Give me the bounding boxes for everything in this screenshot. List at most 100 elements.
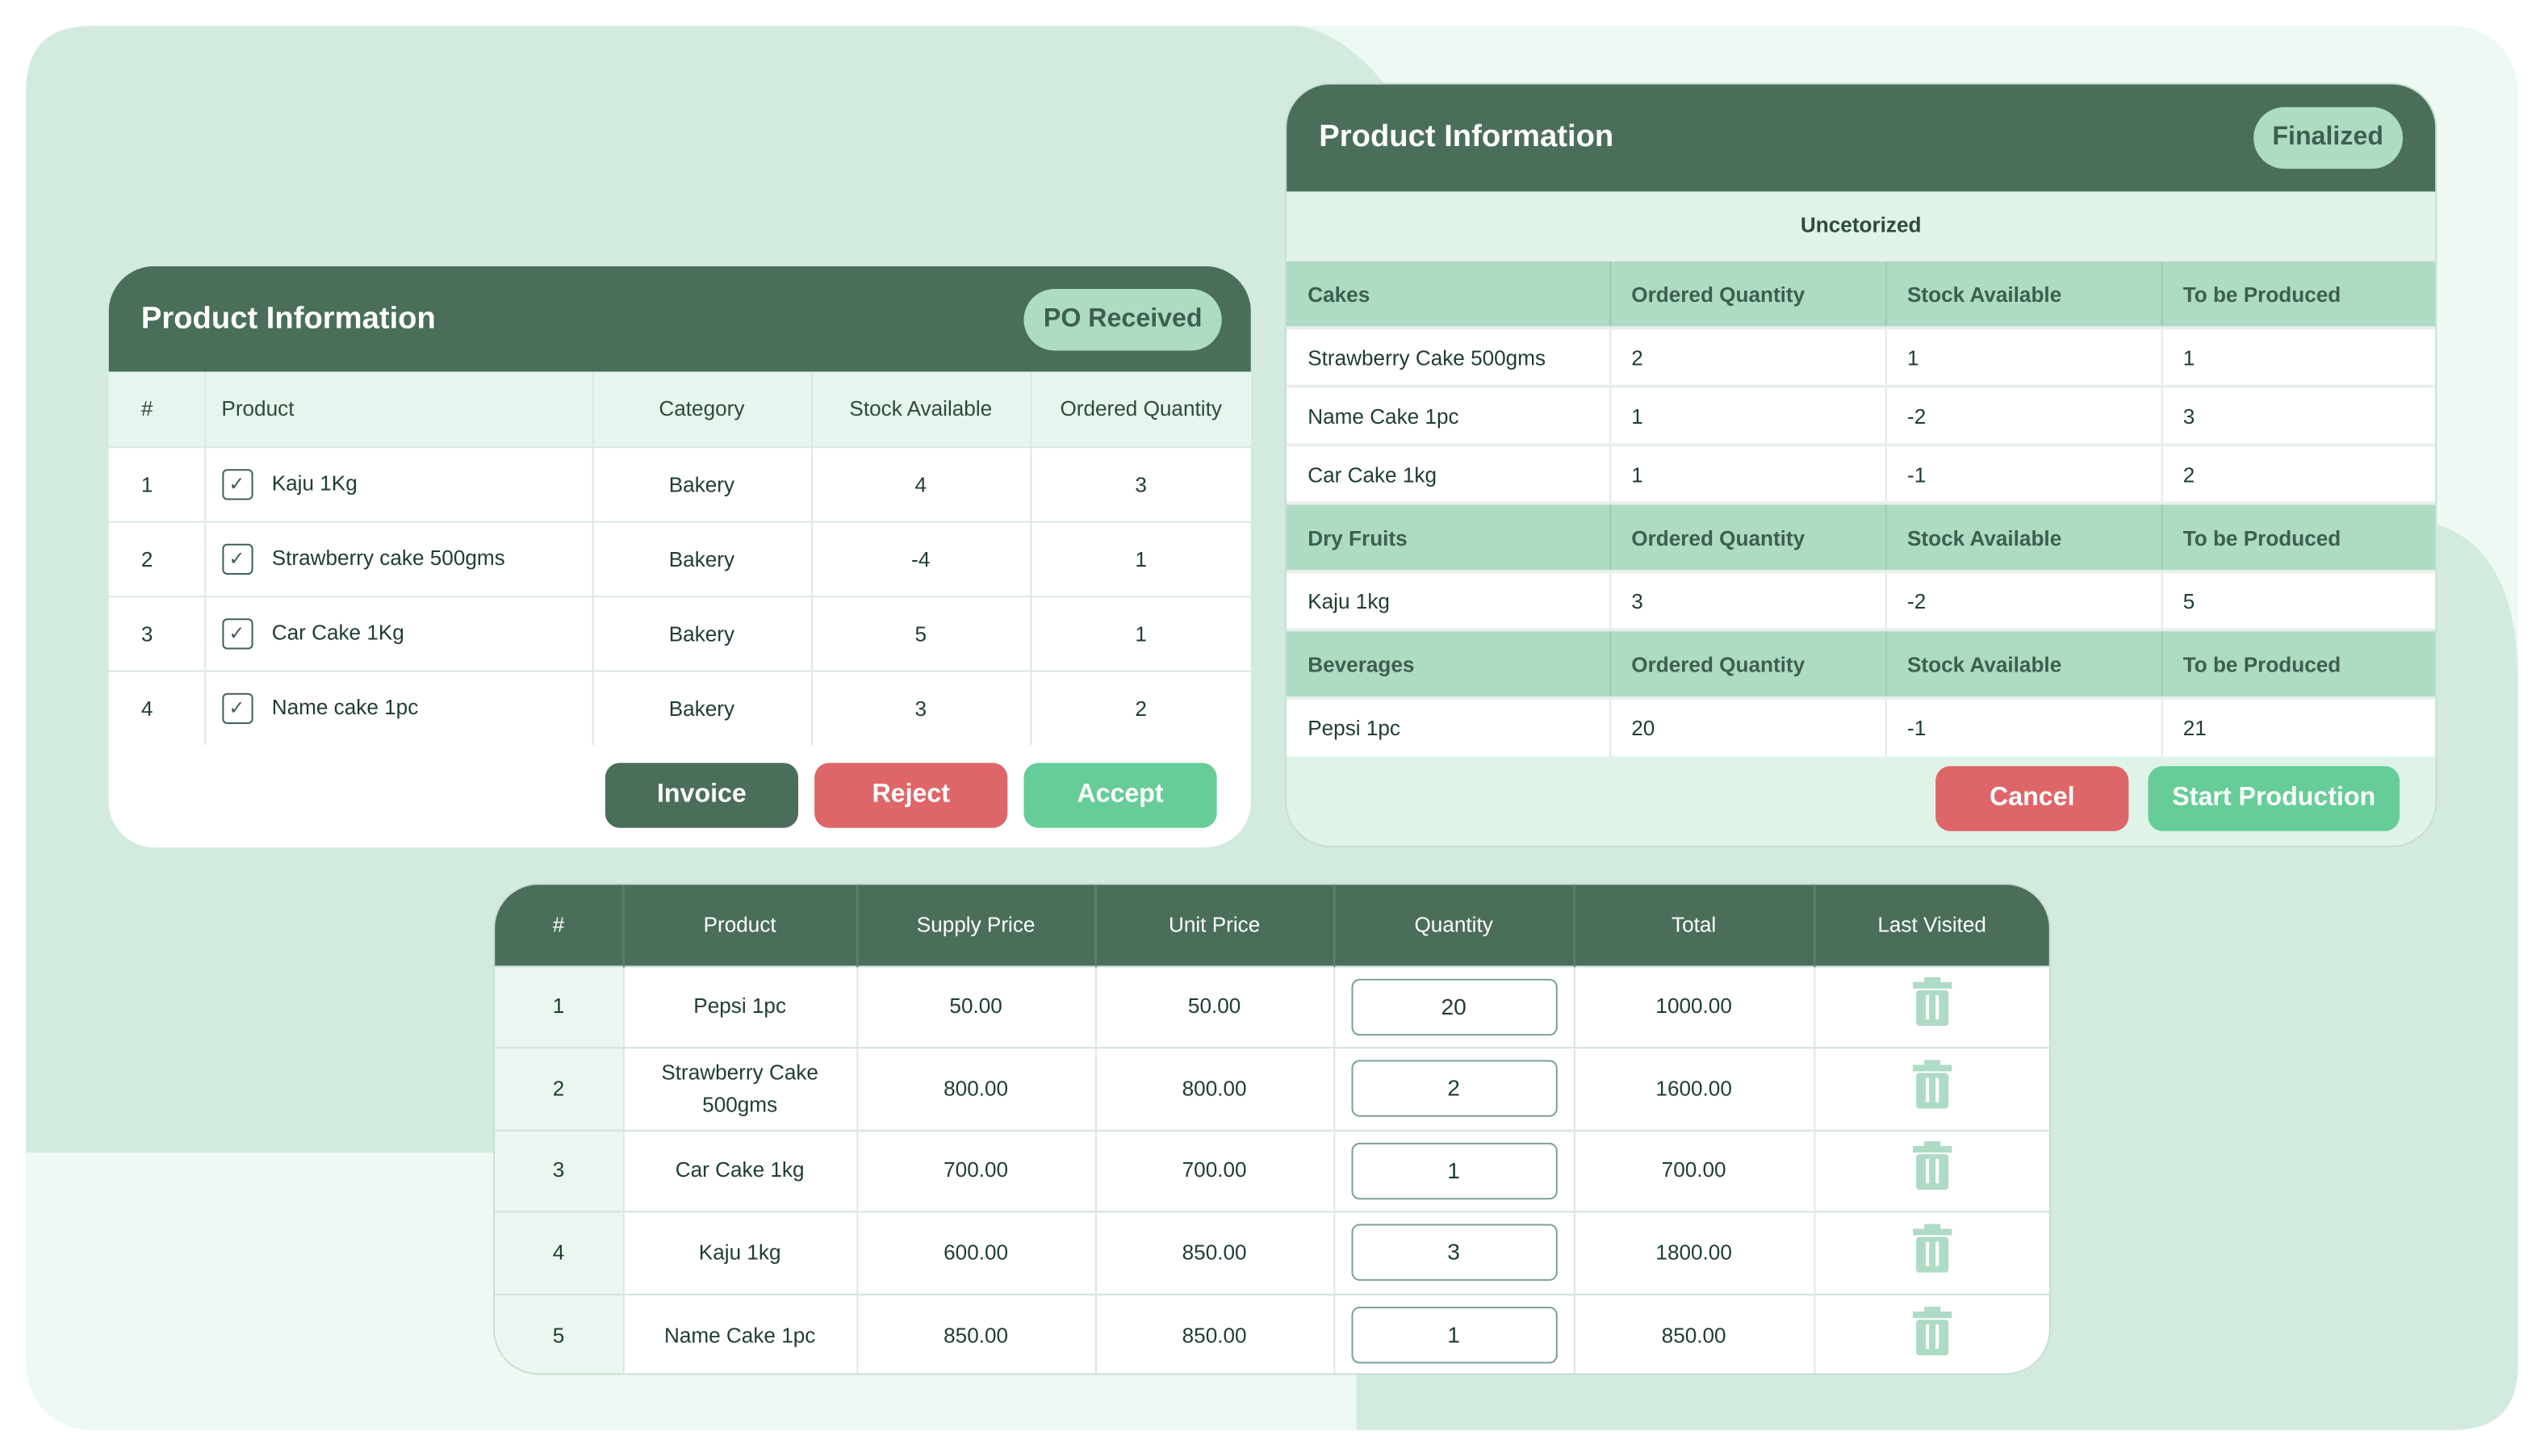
last-visited-cell bbox=[1813, 1047, 2049, 1130]
start-production-button[interactable]: Start Production bbox=[2148, 766, 2400, 831]
product-name: Car Cake 1kg bbox=[621, 1128, 857, 1212]
supply-price: 800.00 bbox=[856, 1047, 1095, 1130]
table-row: Pepsi 1pc 20 -1 21 bbox=[1287, 696, 2436, 757]
section-label: Uncetorized bbox=[1800, 212, 1922, 237]
product-cell: ✓ Kaju 1Kg bbox=[203, 446, 592, 521]
category-cell: Bakery bbox=[591, 446, 812, 521]
stock-available: -1 bbox=[1884, 696, 2161, 757]
row-checkbox[interactable]: ✓ bbox=[221, 617, 253, 649]
col-header: Stock Available bbox=[1884, 257, 2161, 328]
col-header: Stock Available bbox=[1884, 628, 2161, 698]
stock-available: -2 bbox=[1884, 569, 2161, 630]
total: 1800.00 bbox=[1572, 1211, 1814, 1294]
product-name: Strawberry cake 500gms bbox=[271, 544, 505, 569]
col-header: Ordered Quantity bbox=[1609, 628, 1885, 698]
category-header-row: Beverages Ordered Quantity Stock Available… bbox=[1287, 628, 2436, 698]
to-be-produced: 1 bbox=[2160, 326, 2436, 387]
row-checkbox[interactable]: ✓ bbox=[221, 692, 253, 724]
col-header: Product bbox=[203, 371, 592, 447]
table-row: Name Cake 1pc 1 -2 3 bbox=[1287, 384, 2436, 446]
col-header: Ordered Quantity bbox=[1609, 501, 1885, 571]
col-header: Stock Available bbox=[810, 371, 1031, 447]
total: 1600.00 bbox=[1572, 1047, 1814, 1130]
ordered-quantity: 1 bbox=[1609, 443, 1885, 504]
col-header: To be Produced bbox=[2160, 257, 2436, 328]
quantity-cell: 1 bbox=[1333, 1128, 1574, 1212]
product-name: Car Cake 1kg bbox=[1287, 443, 1610, 504]
category-name: Cakes bbox=[1287, 257, 1610, 328]
quantity-input[interactable]: 1 bbox=[1350, 1142, 1557, 1199]
product-name: Strawberry Cake 500gms bbox=[621, 1047, 857, 1130]
table-row: 1 Pepsi 1pc 50.00 50.00 20 1000.00 bbox=[495, 964, 2049, 1048]
total: 1000.00 bbox=[1572, 964, 1814, 1048]
table-row: 3 ✓ Car Cake 1Kg Bakery 5 1 bbox=[108, 595, 1251, 671]
unit-price: 700.00 bbox=[1094, 1128, 1334, 1212]
product-name: Pepsi 1pc bbox=[1287, 696, 1610, 757]
stock-available: -2 bbox=[1884, 384, 2161, 446]
stock-cell: 4 bbox=[810, 446, 1031, 521]
product-name: Pepsi 1pc bbox=[621, 964, 857, 1048]
invoice-button[interactable]: Invoice bbox=[605, 763, 799, 828]
ordered-quantity: 3 bbox=[1609, 569, 1885, 630]
stock-available: 1 bbox=[1884, 326, 2161, 387]
row-number: 1 bbox=[495, 964, 623, 1048]
quantity-input[interactable]: 2 bbox=[1350, 1060, 1557, 1118]
trash-icon[interactable] bbox=[1911, 1223, 1953, 1282]
ordered-quantity: 20 bbox=[1609, 696, 1885, 757]
card-title: Product Information bbox=[1319, 119, 1614, 155]
col-header: Unit Price bbox=[1094, 885, 1334, 966]
category-header-row: Cakes Ordered Quantity Stock Available To b… bbox=[1287, 257, 2436, 328]
trash-icon[interactable] bbox=[1911, 1306, 1953, 1364]
table-row: 4 Kaju 1kg 600.00 850.00 3 1800.00 bbox=[495, 1211, 2049, 1294]
ordered-cell: 1 bbox=[1029, 595, 1251, 671]
trash-icon[interactable] bbox=[1911, 1059, 1953, 1118]
last-visited-cell bbox=[1813, 964, 2049, 1048]
accept-button[interactable]: Accept bbox=[1023, 763, 1217, 828]
supply-price: 700.00 bbox=[856, 1128, 1095, 1212]
supply-price: 50.00 bbox=[856, 964, 1095, 1048]
quantity-input[interactable]: 20 bbox=[1350, 978, 1557, 1036]
category-cell: Bakery bbox=[591, 595, 812, 671]
reject-button[interactable]: Reject bbox=[814, 763, 1008, 828]
ordered-quantity: 2 bbox=[1609, 326, 1885, 387]
trash-icon[interactable] bbox=[1911, 1141, 1953, 1199]
quantity-cell: 3 bbox=[1333, 1211, 1574, 1294]
card-header: Product Information PO Received bbox=[108, 266, 1251, 372]
quantity-input[interactable]: 1 bbox=[1350, 1307, 1557, 1364]
last-visited-cell bbox=[1813, 1128, 2049, 1212]
col-header: Last Visited bbox=[1813, 885, 2049, 966]
total: 850.00 bbox=[1572, 1292, 1814, 1374]
table-row: 1 ✓ Kaju 1Kg Bakery 4 3 bbox=[108, 446, 1251, 521]
table-row: 5 Name Cake 1pc 850.00 850.00 1 850.00 bbox=[495, 1292, 2049, 1374]
row-number: 4 bbox=[108, 669, 205, 746]
ordered-cell: 1 bbox=[1029, 520, 1251, 596]
quantity-input[interactable]: 3 bbox=[1350, 1224, 1557, 1282]
ordered-quantity: 1 bbox=[1609, 384, 1885, 446]
last-visited-cell bbox=[1813, 1292, 2049, 1374]
unit-price: 50.00 bbox=[1094, 964, 1334, 1048]
col-header: Ordered Quantity bbox=[1609, 257, 1885, 328]
category-name: Beverages bbox=[1287, 628, 1610, 698]
row-number: 4 bbox=[495, 1211, 623, 1294]
row-checkbox[interactable]: ✓ bbox=[221, 542, 253, 574]
col-header: Total bbox=[1572, 885, 1814, 966]
unit-price: 850.00 bbox=[1094, 1211, 1334, 1294]
row-checkbox[interactable]: ✓ bbox=[221, 468, 253, 500]
trash-icon[interactable] bbox=[1911, 977, 1953, 1036]
product-table: # Product Category Stock Available Order… bbox=[108, 371, 1251, 746]
col-header: To be Produced bbox=[2160, 628, 2436, 698]
supply-price: 850.00 bbox=[856, 1292, 1095, 1374]
quantity-cell: 1 bbox=[1333, 1292, 1574, 1374]
table-row: Car Cake 1kg 1 -1 2 bbox=[1287, 443, 2436, 504]
unit-price: 850.00 bbox=[1094, 1292, 1334, 1374]
cancel-button[interactable]: Cancel bbox=[1935, 766, 2129, 831]
category-header-row: Dry Fruits Ordered Quantity Stock Availabl… bbox=[1287, 501, 2436, 571]
row-number: 3 bbox=[108, 595, 205, 671]
product-cell: ✓ Strawberry cake 500gms bbox=[203, 520, 592, 596]
table-row: Strawberry Cake 500gms 2 1 1 bbox=[1287, 326, 2436, 387]
ordered-cell: 2 bbox=[1029, 669, 1251, 746]
col-header: Category bbox=[591, 371, 812, 447]
finalized-card: Product Information Finalized Uncetorize… bbox=[1285, 82, 2437, 847]
product-name: Kaju 1kg bbox=[621, 1211, 857, 1294]
table-row: 4 ✓ Name cake 1pc Bakery 3 2 bbox=[108, 669, 1251, 746]
